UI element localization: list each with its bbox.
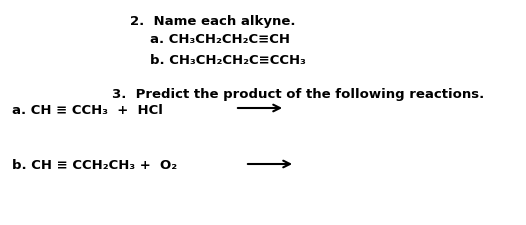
- Text: 2.  Name each alkyne.: 2. Name each alkyne.: [130, 15, 296, 28]
- Text: b. CH₃CH₂CH₂C≡CCH₃: b. CH₃CH₂CH₂C≡CCH₃: [150, 54, 306, 67]
- Text: a. CH ≡ CCH₃  +  HCl: a. CH ≡ CCH₃ + HCl: [12, 104, 163, 117]
- Text: 3.  Predict the product of the following reactions.: 3. Predict the product of the following …: [112, 88, 484, 101]
- Text: a. CH₃CH₂CH₂C≡CH: a. CH₃CH₂CH₂C≡CH: [150, 33, 290, 46]
- Text: b. CH ≡ CCH₂CH₃ +  O₂: b. CH ≡ CCH₂CH₃ + O₂: [12, 158, 177, 171]
